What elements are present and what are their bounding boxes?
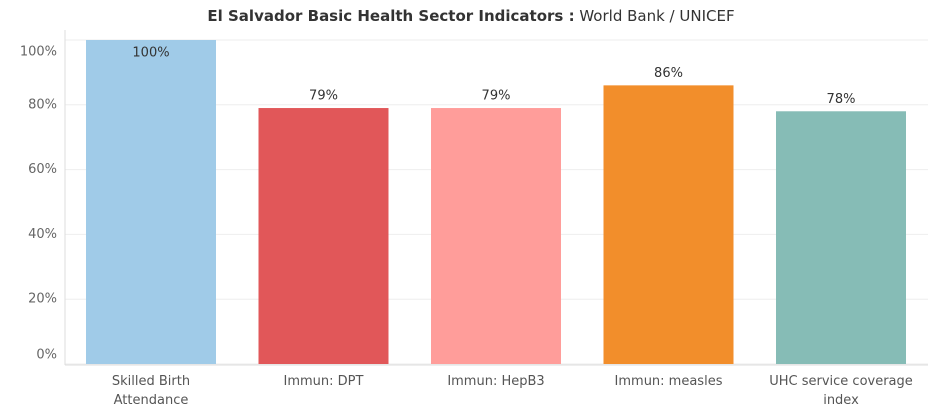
value-label: 86% [654,66,683,81]
x-tick-label: Immun: HepB3 [447,374,545,389]
bar [776,111,906,364]
title-source: World Bank / UNICEF [579,7,735,25]
y-tick-label: 60% [28,162,57,177]
value-label: 100% [132,46,169,61]
value-label: 79% [482,89,511,104]
bar [431,108,561,364]
chart-title: El Salvador Basic Health Sector Indicato… [0,7,942,25]
x-tick-label: Immun: measles [614,374,723,389]
bar [603,85,734,365]
x-tick-label: UHC service coverage index [769,374,913,408]
bar [86,40,216,364]
value-label: 79% [309,89,338,104]
y-tick-label: 40% [28,227,57,242]
bar [258,108,389,364]
y-tick-label: 80% [28,97,57,112]
y-tick-label: 0% [36,348,57,363]
y-tick-label: 100% [20,45,57,60]
title-main: El Salvador Basic Health Sector Indicato… [207,7,575,25]
x-tick-label: Skilled Birth Attendance [111,374,191,408]
y-tick-label: 20% [28,292,57,307]
x-tick-label: Immun: DPT [283,374,364,389]
value-label: 78% [827,92,856,107]
